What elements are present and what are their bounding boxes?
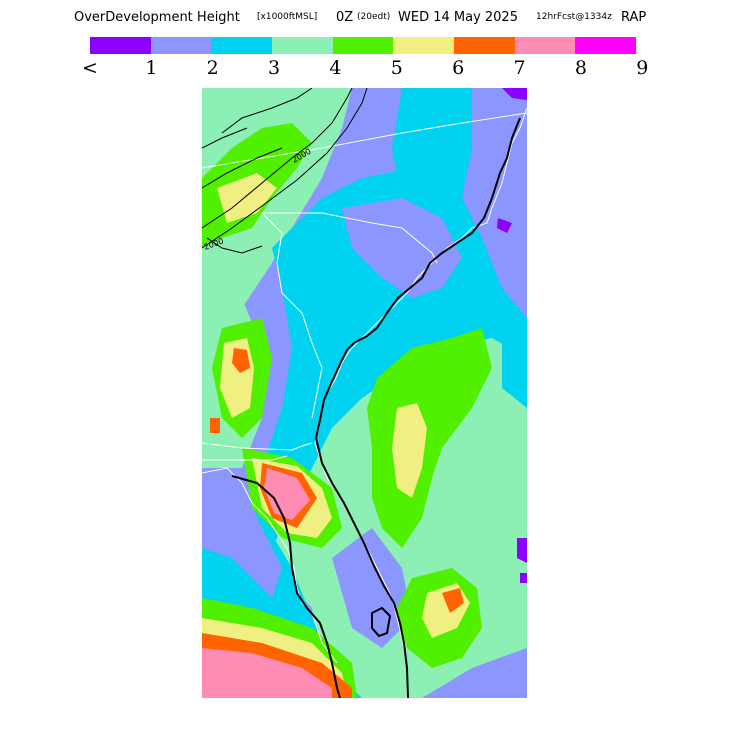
legend-swatch-2 (211, 37, 273, 54)
color-legend-bar (90, 37, 637, 54)
legend-tick-2: 2 (206, 57, 219, 79)
legend-swatch-4 (332, 37, 394, 54)
product-title: OverDevelopment Height (74, 10, 240, 25)
legend-swatch-8 (575, 37, 637, 54)
field-level-7-coastal (264, 468, 310, 520)
field-level-2-central (242, 138, 527, 548)
field-level-5-ridge (392, 403, 427, 498)
legend-tick-5: 5 (390, 57, 403, 79)
local-time: (20edt) (357, 12, 391, 22)
legend-tick-0: < (82, 57, 98, 79)
forecast-map: 2000 2000 (202, 88, 527, 698)
units-label: [x1000ftMSL] (257, 12, 318, 22)
field-level-6-dot (210, 418, 220, 433)
field-level-6-southeast (442, 588, 464, 613)
field-level-5-northwest (217, 173, 277, 223)
model-name: RAP (621, 10, 647, 25)
field-level-7-southwest (202, 648, 332, 698)
valid-date: WED 14 May 2025 (398, 10, 518, 25)
field-level-4-ridge (367, 328, 492, 548)
valid-time: 0Z (336, 10, 354, 25)
legend-tick-9: 9 (636, 57, 649, 79)
field-below-1-east-a (497, 218, 512, 233)
field-below-1-east-c (520, 573, 527, 583)
coastal-outline (231, 117, 521, 698)
legend-swatch-3 (272, 37, 333, 54)
legend-swatch-6 (454, 37, 515, 54)
field-level-1-patch-c (202, 483, 282, 598)
legend-swatch-1 (150, 37, 212, 54)
legend-swatch-0 (90, 37, 151, 54)
legend-tick-1: 1 (145, 57, 158, 79)
state-boundaries (202, 112, 527, 461)
field-level-1-patch-d (332, 528, 412, 648)
legend-swatch-5 (393, 37, 455, 54)
legend-swatch-7 (514, 37, 576, 54)
color-legend-ticks: <1 2 3 4 5 6 7 8 9 (0, 57, 729, 81)
field-below-1-northeast (502, 88, 527, 100)
forecast-hour: 12hrFcst@1334z (536, 12, 612, 22)
terrain-contours (202, 88, 368, 254)
field-below-1-east-b (517, 538, 527, 563)
legend-tick-7: 7 (513, 57, 526, 79)
legend-tick-6: 6 (452, 57, 465, 79)
legend-tick-8: 8 (574, 57, 587, 79)
legend-tick-3: 3 (268, 57, 281, 79)
map-title: OverDevelopment Height [x1000ftMSL] 0Z (… (0, 10, 729, 28)
legend-tick-4: 4 (329, 57, 342, 79)
field-level-6-west (232, 348, 250, 373)
